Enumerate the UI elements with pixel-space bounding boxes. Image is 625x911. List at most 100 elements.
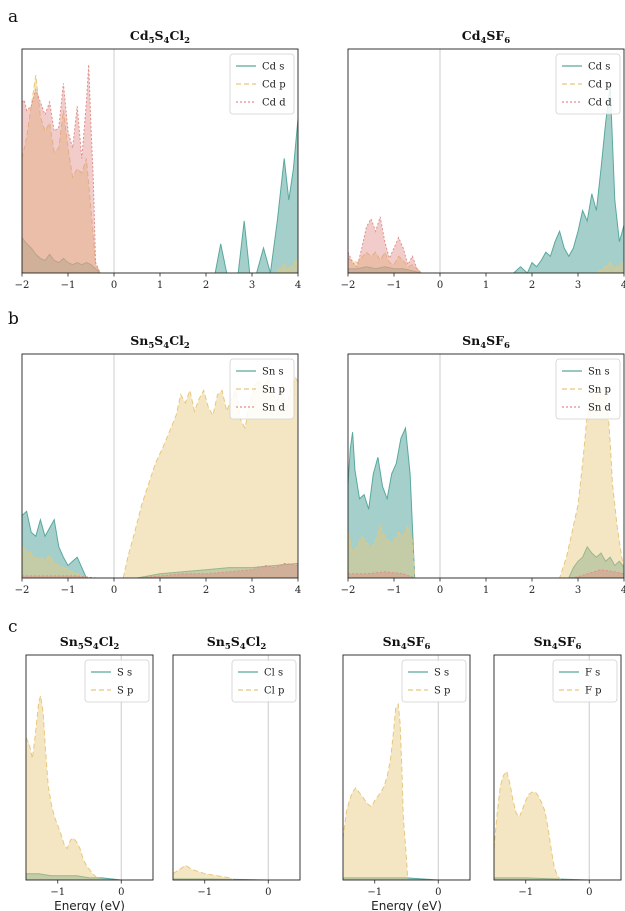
series-d-a1 (22, 64, 101, 273)
series-line-p (343, 702, 470, 880)
legend-label: S s (117, 668, 132, 679)
x-tick-label: 1 (483, 280, 489, 291)
x-tick-label: 2 (203, 280, 209, 291)
chart-title: Cd4SF6 (462, 28, 511, 46)
series-area-s (22, 511, 298, 578)
legend-label: Sn p (588, 385, 611, 396)
legend-label: F s (585, 668, 600, 679)
series-line-p (22, 75, 298, 273)
legend-label: Sn d (262, 403, 285, 414)
x-tick-label: −1 (50, 887, 65, 898)
panel-letter-b: b (8, 309, 19, 329)
legend: Cd s Cd p Cd d (229, 53, 295, 115)
series-area-s (343, 877, 470, 880)
legend-label: Sn s (262, 367, 284, 378)
x-tick-label: −1 (518, 887, 533, 898)
series-line-d (22, 64, 101, 273)
series-p-c2 (173, 864, 300, 880)
legend-label: Cd d (262, 98, 286, 109)
x-tick-label: −1 (197, 887, 212, 898)
chart-c1: −1 0 Sn5S4Cl2 Energy (eV) S s S p (25, 634, 154, 911)
series-line-s (22, 118, 298, 273)
series-area-p (22, 75, 298, 273)
series-line-s (348, 85, 624, 273)
x-tick-label: 1 (157, 585, 163, 596)
x-tick-label: 2 (529, 280, 535, 291)
chart-title: Sn4SF6 (462, 333, 510, 351)
legend-box (552, 659, 618, 703)
series-line-d (22, 562, 298, 578)
series-area-d (22, 64, 101, 273)
legend-label: S p (117, 686, 133, 697)
chart-a2: −2 −1 0 1 2 3 4 Cd4SF6 Cd s Cd p Cd d (341, 28, 625, 291)
legend-label: Cd p (588, 80, 612, 91)
legend-label: Cd s (262, 62, 284, 73)
legend-label: Sn p (262, 385, 285, 396)
series-d-b1 (22, 562, 298, 578)
x-tick-label: 0 (265, 887, 271, 898)
legend-label: Cl p (264, 686, 284, 697)
legend: Sn s Sn p Sn d (229, 358, 295, 420)
series-area-p (26, 695, 153, 880)
legend: F s F p (552, 659, 618, 703)
x-tick-label: 3 (249, 280, 255, 291)
series-line-s (22, 510, 298, 578)
chart-a1: −2 −1 0 1 2 3 4 Cd5S4Cl2 Cd s Cd p Cd d (15, 28, 302, 291)
series-p-c3 (343, 702, 470, 880)
legend: Cd s Cd p Cd d (555, 53, 621, 115)
series-s-a1 (22, 118, 298, 273)
legend-label: Cd s (588, 62, 610, 73)
x-tick-label: 0 (586, 887, 592, 898)
x-tick-label: 0 (111, 585, 117, 596)
legend: Sn s Sn p Sn d (555, 358, 621, 420)
legend-box (229, 53, 295, 115)
series-p-a1 (22, 75, 298, 273)
legend-label: Sn d (588, 403, 611, 414)
legend-box (84, 659, 150, 703)
series-area-p (343, 704, 470, 880)
x-tick-label: 3 (249, 585, 255, 596)
series-line-s (348, 426, 624, 578)
x-tick-label: −2 (341, 280, 356, 291)
legend-box (555, 358, 621, 420)
x-tick-label: −1 (61, 585, 76, 596)
x-tick-label: 1 (483, 585, 489, 596)
series-s-b1 (22, 510, 298, 578)
series-line-s (494, 877, 621, 880)
x-axis-label: Energy (eV) (371, 899, 442, 911)
x-tick-label: −1 (367, 887, 382, 898)
series-area-d (22, 563, 298, 578)
x-tick-label: 3 (575, 585, 581, 596)
plot-frame (493, 654, 622, 881)
legend-box (229, 358, 295, 420)
plot-frame (172, 654, 301, 881)
x-tick-label: 0 (437, 585, 443, 596)
series-p-c4 (494, 770, 621, 880)
series-area-s (26, 873, 153, 880)
x-tick-label: −2 (15, 585, 30, 596)
x-tick-label: 0 (435, 887, 441, 898)
series-area-p (22, 378, 298, 578)
x-tick-label: −1 (61, 280, 76, 291)
series-line-p (26, 695, 153, 880)
x-tick-label: 0 (437, 280, 443, 291)
chart-title: Cd5S4Cl2 (130, 28, 190, 46)
x-tick-label: 2 (203, 585, 209, 596)
series-area-s (348, 428, 624, 578)
plot-frame (25, 654, 154, 881)
series-line-s (173, 878, 300, 880)
x-tick-label: 2 (529, 585, 535, 596)
series-area-d (348, 569, 624, 578)
chart-title: Sn4SF6 (534, 634, 582, 652)
series-area-s (348, 85, 624, 273)
x-tick-label: 3 (575, 280, 581, 291)
legend-label: Cd d (588, 98, 612, 109)
series-p-a2 (348, 251, 624, 273)
series-line-p (494, 770, 621, 880)
chart-c2: −1 0 Sn5S4Cl2 Cl s Cl p (172, 634, 301, 898)
chart-c3: −1 0 Sn4SF6 Energy (eV) S s S p (342, 634, 471, 911)
x-tick-label: −2 (341, 585, 356, 596)
x-tick-label: 4 (295, 585, 301, 596)
series-d-a2 (348, 216, 422, 273)
series-area-d (348, 216, 422, 273)
